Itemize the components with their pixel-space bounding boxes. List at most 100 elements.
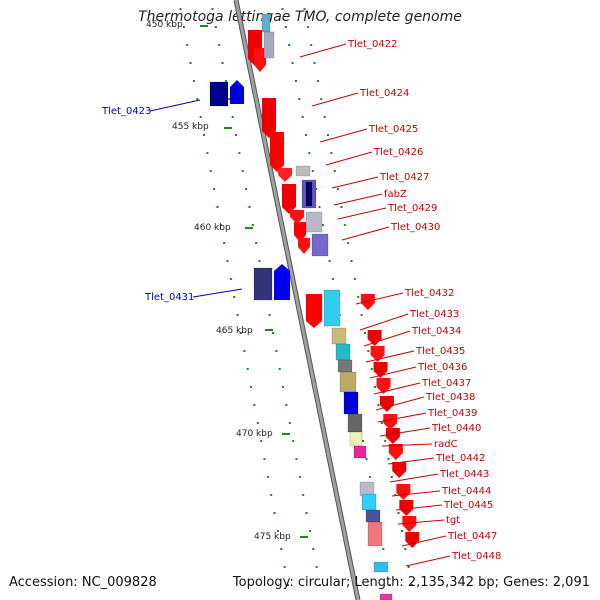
tick-dot <box>327 134 330 136</box>
cds-arrow-down <box>262 98 276 138</box>
tick-dot <box>206 152 209 154</box>
tick-dot <box>308 152 311 154</box>
kbp-label: 465 kbp <box>216 326 253 336</box>
cds-arrow-down <box>388 444 403 460</box>
tick-dot <box>362 440 365 442</box>
tick-dot <box>196 98 199 100</box>
tick-dot <box>312 548 315 550</box>
tick-dot <box>226 260 229 262</box>
cds-arrow-down <box>392 462 407 478</box>
gene-label-leader <box>389 473 439 483</box>
tick-dot <box>288 44 291 46</box>
gene-label: Tlet_0437 <box>421 378 471 389</box>
tick-dot <box>268 314 271 316</box>
topology-text: Topology: circular; Length: 2,135,342 bp… <box>232 575 590 590</box>
tick-dot <box>284 26 287 28</box>
cds-arrow-down <box>385 428 400 444</box>
tick-dot <box>211 8 214 10</box>
gene-block <box>311 233 329 257</box>
gene-label-leader <box>381 443 433 447</box>
tick-dot <box>233 296 236 298</box>
gene-label-leader <box>333 193 383 206</box>
tick-dot <box>276 530 279 532</box>
tick-dot <box>275 350 278 352</box>
tick-dot <box>186 44 189 46</box>
cds-arrow-down <box>270 132 284 172</box>
tick-dot <box>308 530 311 532</box>
tick-dot <box>305 512 308 514</box>
gene-block <box>263 31 275 59</box>
kbp-label: 470 kbp <box>236 429 273 439</box>
tick-dot <box>384 440 387 442</box>
cds-arrow-down <box>379 396 394 412</box>
tick-dot <box>306 26 309 28</box>
tick-dot <box>283 566 286 568</box>
tick-dot <box>280 548 283 550</box>
tick-dot <box>315 188 318 190</box>
tick-dot <box>229 278 232 280</box>
gene-block <box>365 509 381 523</box>
gene-block <box>361 493 377 511</box>
tick-dot <box>390 476 393 478</box>
cds-arrow-down <box>282 184 296 214</box>
tick-dot <box>214 26 217 28</box>
tick-dot <box>203 134 206 136</box>
gene-block <box>305 181 313 207</box>
gene-label: Tlet_0436 <box>417 362 467 373</box>
tick-dot <box>370 368 373 370</box>
tick-dot <box>189 62 192 64</box>
tick-dot <box>337 188 340 190</box>
tick-dot <box>213 188 216 190</box>
tick-dot <box>238 152 241 154</box>
gene-label-leader <box>401 535 447 547</box>
tick-dot <box>315 566 318 568</box>
gene-label: radC <box>434 439 458 450</box>
cds-arrow-down <box>360 294 375 310</box>
gene-block <box>323 289 341 327</box>
tick-dot <box>245 188 248 190</box>
gene-block <box>367 521 383 547</box>
tick-dot <box>363 332 366 334</box>
tick-dot <box>321 224 324 226</box>
gene-label: Tlet_0427 <box>379 172 429 183</box>
gene-label-leader <box>369 366 417 379</box>
tick-dot <box>331 278 334 280</box>
tick-dot <box>241 170 244 172</box>
tick-dot <box>330 152 333 154</box>
tick-dot <box>303 8 306 10</box>
gene-label: Tlet_0442 <box>435 453 485 464</box>
tick-dot <box>374 386 377 388</box>
tick-dot <box>250 386 253 388</box>
tick-dot <box>273 512 276 514</box>
cds-arrow-down <box>294 222 306 242</box>
gene-block <box>349 431 363 447</box>
tick-dot <box>343 224 346 226</box>
gene-label: Tlet_0443 <box>439 469 489 480</box>
gene-label: Tlet_0435 <box>415 346 465 357</box>
gene-label: fabZ <box>384 189 407 200</box>
tick-dot <box>224 80 227 82</box>
gene-label: Tlet_0423 <box>101 106 151 117</box>
tick-dot <box>367 350 370 352</box>
gene-label-leader <box>363 330 411 347</box>
kbp-label: 460 kbp <box>194 223 231 233</box>
tick-dot <box>318 206 321 208</box>
cds-arrow-down <box>405 532 420 548</box>
tick-dot <box>368 476 371 478</box>
gene-label: Tlet_0422 <box>347 39 397 50</box>
tick-dot <box>377 404 380 406</box>
tick-dot <box>246 368 249 370</box>
cds-arrow-down <box>399 500 414 516</box>
gene-label: Tlet_0433 <box>409 309 459 320</box>
gene-label-leader <box>331 176 379 189</box>
gene-block <box>347 413 363 433</box>
tick-dot <box>298 98 301 100</box>
tick-dot <box>382 548 385 550</box>
tick-dot <box>231 116 234 118</box>
gene-label: Tlet_0448 <box>451 551 501 562</box>
gene-block <box>209 81 229 107</box>
accession-text: Accession: NC_009828 <box>9 575 157 590</box>
tick-dot <box>236 314 239 316</box>
tick-dot <box>192 80 195 82</box>
gene-label-leader <box>375 396 425 411</box>
